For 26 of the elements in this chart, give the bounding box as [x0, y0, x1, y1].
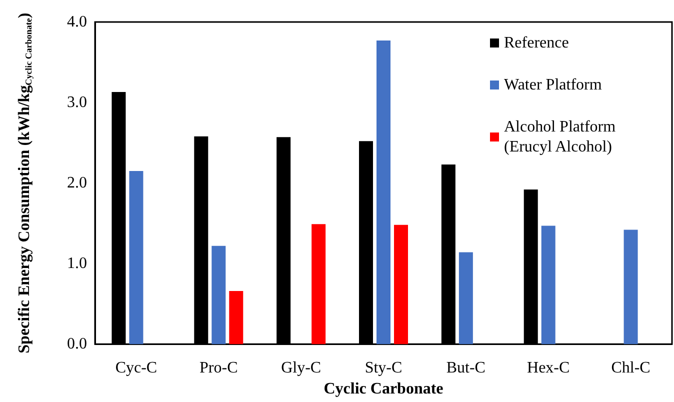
bar — [458, 252, 473, 344]
legend-label: Alcohol Platform (Erucyl Alcohol) — [504, 118, 620, 156]
x-tick-label: Gly-C — [281, 360, 322, 377]
y-tick-label: 0.0 — [67, 336, 87, 353]
x-tick-label: Sty-C — [364, 360, 402, 377]
bar — [229, 290, 244, 344]
bar — [394, 224, 408, 344]
y-axis-title: Specific Energy Consumption (kWh/kgCyclic Carbonate) — [16, 12, 34, 354]
bar — [129, 170, 144, 344]
bar — [624, 230, 638, 344]
bar — [212, 246, 226, 344]
x-tick-label: Chl-C — [611, 360, 650, 377]
x-tick-label: But-C — [446, 360, 486, 377]
legend-label: Reference — [504, 34, 569, 52]
x-axis-title: Cyclic Carbonate — [324, 380, 444, 398]
x-tick-label: Pro-C — [200, 360, 238, 377]
y-tick-label: 2.0 — [67, 174, 87, 192]
x-tick-label: Cyc-C — [115, 360, 158, 377]
bar — [312, 224, 326, 344]
bar — [376, 40, 390, 344]
y-tick-label: 1.0 — [67, 255, 87, 272]
legend-label: Water Platform — [504, 76, 602, 94]
y-tick-label: 4.0 — [67, 14, 87, 30]
x-tick-label: Hex-C — [527, 360, 570, 377]
y-tick-label: 3.0 — [67, 94, 87, 112]
bar — [541, 226, 556, 344]
